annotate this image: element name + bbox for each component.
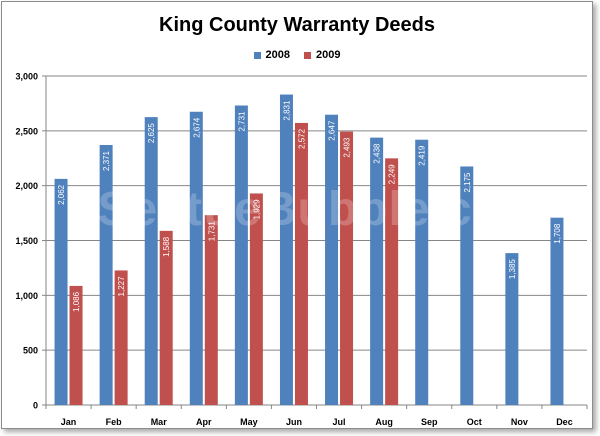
data-label-2008-may: 2,731 bbox=[237, 111, 246, 132]
data-label-2008-jul: 2,647 bbox=[328, 120, 337, 141]
data-label-2008-apr: 2,674 bbox=[192, 117, 201, 138]
bar-2008-apr bbox=[189, 111, 203, 405]
y-tick-label: 3,000 bbox=[15, 72, 38, 82]
bar-2009-jul bbox=[340, 131, 354, 405]
legend-item-2008: 2008 bbox=[253, 49, 290, 61]
legend: 2008 2009 bbox=[2, 49, 592, 61]
data-label-2009-aug: 2,249 bbox=[388, 164, 397, 185]
bar-2009-jan bbox=[69, 285, 83, 405]
x-tick-label: Feb bbox=[106, 417, 123, 427]
legend-label-2008: 2008 bbox=[265, 49, 290, 61]
x-tick-label: Oct bbox=[467, 417, 482, 427]
x-tick-label: Jul bbox=[333, 417, 346, 427]
chart-frame: King County Warranty Deeds 2008 2009 0 50… bbox=[1, 1, 593, 429]
bar-2008-feb bbox=[99, 144, 113, 405]
x-tick-label: Mar bbox=[151, 417, 168, 427]
data-label-2008-sep: 2,419 bbox=[418, 145, 427, 166]
bar-2009-apr bbox=[204, 215, 218, 405]
bar-2009-mar bbox=[159, 230, 173, 405]
bar-2009-jun bbox=[294, 122, 308, 406]
bar-2008-jan bbox=[54, 178, 68, 405]
bar-2008-dec bbox=[550, 217, 564, 405]
bar-2008-mar bbox=[144, 117, 158, 405]
data-label-2008-aug: 2,438 bbox=[373, 143, 382, 164]
y-tick-label: 2,000 bbox=[15, 181, 38, 191]
bar-2008-jun bbox=[279, 94, 293, 406]
bar-2008-aug bbox=[370, 137, 384, 405]
legend-swatch-2009 bbox=[304, 51, 311, 59]
x-tick-label: Apr bbox=[196, 417, 212, 427]
data-label-2008-mar: 2,625 bbox=[147, 123, 156, 144]
x-tick-label: Jan bbox=[61, 417, 77, 427]
legend-item-2009: 2009 bbox=[304, 49, 340, 61]
bar-2008-sep bbox=[415, 139, 429, 405]
y-tick-label: 1,500 bbox=[15, 236, 38, 246]
bar-2008-jul bbox=[325, 114, 339, 405]
data-label-2008-dec: 1,708 bbox=[553, 223, 562, 244]
y-tick-label: 500 bbox=[23, 346, 38, 356]
data-label-2009-feb: 1,227 bbox=[117, 276, 126, 297]
x-tick-label: Jun bbox=[286, 417, 302, 427]
legend-swatch-2008 bbox=[253, 51, 261, 59]
x-tick-label: Dec bbox=[556, 417, 573, 427]
data-label-2009-apr: 1,731 bbox=[207, 221, 216, 242]
bar-2008-may bbox=[234, 105, 248, 405]
data-label-2008-jan: 2,062 bbox=[57, 184, 66, 205]
data-label-2009-mar: 1,588 bbox=[162, 236, 171, 257]
bar-2008-oct bbox=[460, 166, 474, 405]
x-tick-label: Sep bbox=[421, 417, 438, 427]
y-tick-label: 2,500 bbox=[15, 126, 38, 136]
data-label-2008-feb: 2,371 bbox=[102, 150, 111, 171]
bar-2008-nov bbox=[505, 253, 519, 405]
x-tick-label: May bbox=[240, 417, 258, 427]
data-label-2009-jul: 2,493 bbox=[343, 137, 352, 158]
data-label-2009-may: 1,929 bbox=[252, 199, 261, 220]
data-label-2009-jan: 1,086 bbox=[72, 291, 81, 312]
bar-chart-plot: 0 500 1,000 1,500 2,000 2,500 3,000 Jan 2,062 1,0… bbox=[15, 72, 588, 427]
chart-title: King County Warranty Deeds bbox=[159, 14, 435, 36]
bar-2009-aug bbox=[385, 158, 399, 405]
x-tick-label: Aug bbox=[375, 417, 393, 427]
data-label-2008-nov: 1,385 bbox=[508, 259, 517, 280]
data-label-2008-jun: 2,831 bbox=[282, 100, 291, 121]
y-tick-label: 0 bbox=[33, 401, 38, 411]
data-label-2009-jun: 2,572 bbox=[297, 128, 306, 149]
bar-2009-feb bbox=[114, 270, 128, 405]
legend-label-2009: 2009 bbox=[316, 49, 341, 61]
x-tick-label: Nov bbox=[511, 417, 528, 427]
bar-2009-may bbox=[249, 193, 263, 405]
y-tick-label: 1,000 bbox=[15, 291, 38, 301]
data-label-2008-oct: 2,175 bbox=[463, 172, 472, 193]
